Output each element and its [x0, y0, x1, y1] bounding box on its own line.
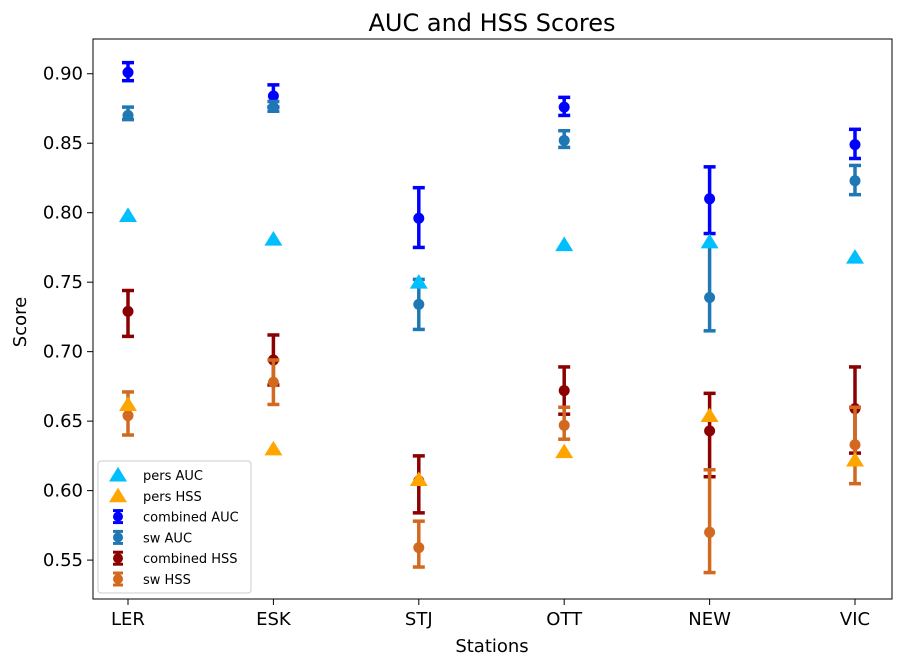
- x-tick-label: LER: [111, 609, 145, 630]
- x-tick-label: ESK: [256, 609, 292, 630]
- combined-auc-point: [849, 139, 861, 151]
- sw-auc-point: [267, 101, 279, 113]
- sw-hss-point: [122, 410, 134, 422]
- sw-hss-point: [413, 542, 425, 554]
- sw-hss-point: [267, 376, 279, 388]
- sw-auc-point: [849, 175, 861, 187]
- pers-auc-point: [846, 249, 864, 264]
- combined-hss-point: [704, 425, 716, 437]
- pers-hss-point: [409, 471, 428, 486]
- plot-frame: [92, 38, 893, 600]
- legend: pers AUC pers HSS combined AUC sw AUC combin…: [97, 460, 252, 594]
- pers-hss-point: [119, 396, 137, 411]
- legend-combined-hss-marker: [113, 553, 123, 564]
- sw-hss-point: [558, 419, 570, 431]
- sw-hss-point: [704, 526, 716, 538]
- combined-auc-point: [267, 90, 279, 102]
- x-tick-label: NEW: [688, 609, 731, 630]
- chart-title: AUC and HSS Scores: [368, 9, 615, 37]
- sw-auc-point: [704, 291, 716, 303]
- legend-pers-hss-label: pers HSS: [143, 490, 202, 505]
- combined-hss-point: [122, 305, 134, 317]
- legend-sw-hss-marker: [113, 574, 123, 584]
- legend-pers-hss-marker: [109, 487, 127, 503]
- plot-layer: 0.55 0.60 0.65 0.70 0.75 0.80 0.85 0.90 LER ESK ST…: [43, 60, 870, 630]
- y-tick-label: 0.90: [43, 64, 83, 85]
- legend-sw-auc-marker: [113, 532, 123, 543]
- pers-auc-point: [700, 233, 719, 249]
- pers-auc-point: [264, 230, 283, 246]
- pers-hss-point: [700, 407, 719, 423]
- legend-box: [97, 460, 252, 594]
- sw-hss-point: [849, 439, 861, 451]
- x-tick-label: VIC: [840, 609, 870, 630]
- legend-pers-auc-marker: [109, 466, 127, 482]
- y-tick-label: 0.80: [43, 203, 83, 224]
- legend-sw-hss-label: sw HSS: [143, 573, 191, 588]
- pers-auc-point: [119, 207, 137, 222]
- legend-sw-auc-label: sw AUC: [143, 531, 192, 546]
- legend-combined-auc-label: combined AUC: [143, 511, 239, 526]
- x-axis-label: Stations: [455, 636, 528, 657]
- sw-auc-point: [413, 298, 425, 310]
- y-tick-label: 0.75: [43, 272, 83, 293]
- pers-hss-point: [846, 451, 864, 467]
- y-tick-label: 0.55: [43, 550, 83, 571]
- x-tick-label: OTT: [546, 609, 583, 630]
- y-tick-label: 0.60: [43, 481, 83, 502]
- y-axis-label: Score: [10, 297, 31, 347]
- combined-auc-point: [704, 193, 716, 205]
- pers-hss-point: [555, 443, 574, 459]
- legend-combined-auc-marker: [113, 511, 123, 522]
- y-tick-label: 0.85: [43, 133, 83, 154]
- y-tick-label: 0.70: [43, 342, 83, 363]
- combined-auc-point: [558, 101, 570, 113]
- combined-hss-point: [558, 385, 570, 397]
- legend-pers-auc-label: pers AUC: [143, 469, 203, 484]
- legend-combined-hss-label: combined HSS: [143, 552, 238, 567]
- combined-auc-point: [122, 66, 134, 78]
- sw-auc-point: [558, 134, 570, 146]
- combined-auc-point: [413, 212, 425, 224]
- pers-auc-point: [409, 274, 428, 289]
- pers-hss-point: [264, 440, 283, 456]
- sw-auc-point: [122, 109, 134, 121]
- pers-auc-point: [555, 236, 574, 252]
- x-tick-label: STJ: [405, 609, 433, 630]
- y-tick-label: 0.65: [43, 411, 83, 432]
